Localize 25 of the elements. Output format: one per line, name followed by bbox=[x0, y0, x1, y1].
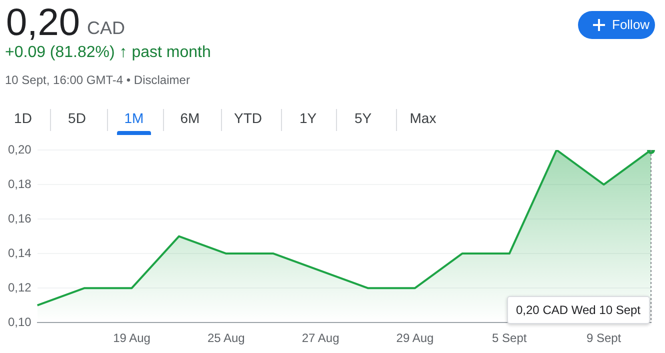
text: 6M bbox=[179, 110, 201, 126]
text: YTD bbox=[233, 110, 263, 126]
chart-subtitle: CAD bbox=[87, 18, 126, 39]
text: 5Y bbox=[353, 110, 373, 126]
annotation: 0,20 CAD Wed 10 Sept bbox=[507, 296, 650, 324]
y-tick-label: 0,14 bbox=[8, 246, 32, 260]
text: 1Y bbox=[298, 110, 318, 126]
x-tick-label: 19 Aug bbox=[113, 331, 150, 346]
x-tick-label: 9 Sept bbox=[586, 331, 622, 346]
text: Follow bbox=[612, 17, 650, 32]
y-tick-label: 0,16 bbox=[8, 211, 32, 226]
text: Max bbox=[408, 110, 438, 126]
y-tick-label: 0,12 bbox=[8, 280, 32, 294]
y-tick-label: 0,18 bbox=[8, 176, 32, 191]
x-tick-label: 25 Aug bbox=[207, 331, 245, 346]
text: +0.09 (81.82%) ↑ past month bbox=[5, 44, 211, 62]
text: 1D bbox=[13, 110, 33, 126]
text: 10 Sept, 16:00 GMT-4 • Disclaimer bbox=[5, 73, 190, 87]
text: 1M bbox=[123, 110, 145, 126]
y-tick-label: 0,10 bbox=[8, 314, 32, 329]
text: 5D bbox=[67, 110, 87, 126]
x-tick-label: 5 Sept bbox=[492, 331, 528, 346]
x-tick-label: 27 Aug bbox=[302, 331, 340, 346]
x-tick-label: 29 Aug bbox=[396, 331, 434, 346]
y-tick-label: 0,20 bbox=[8, 142, 32, 156]
